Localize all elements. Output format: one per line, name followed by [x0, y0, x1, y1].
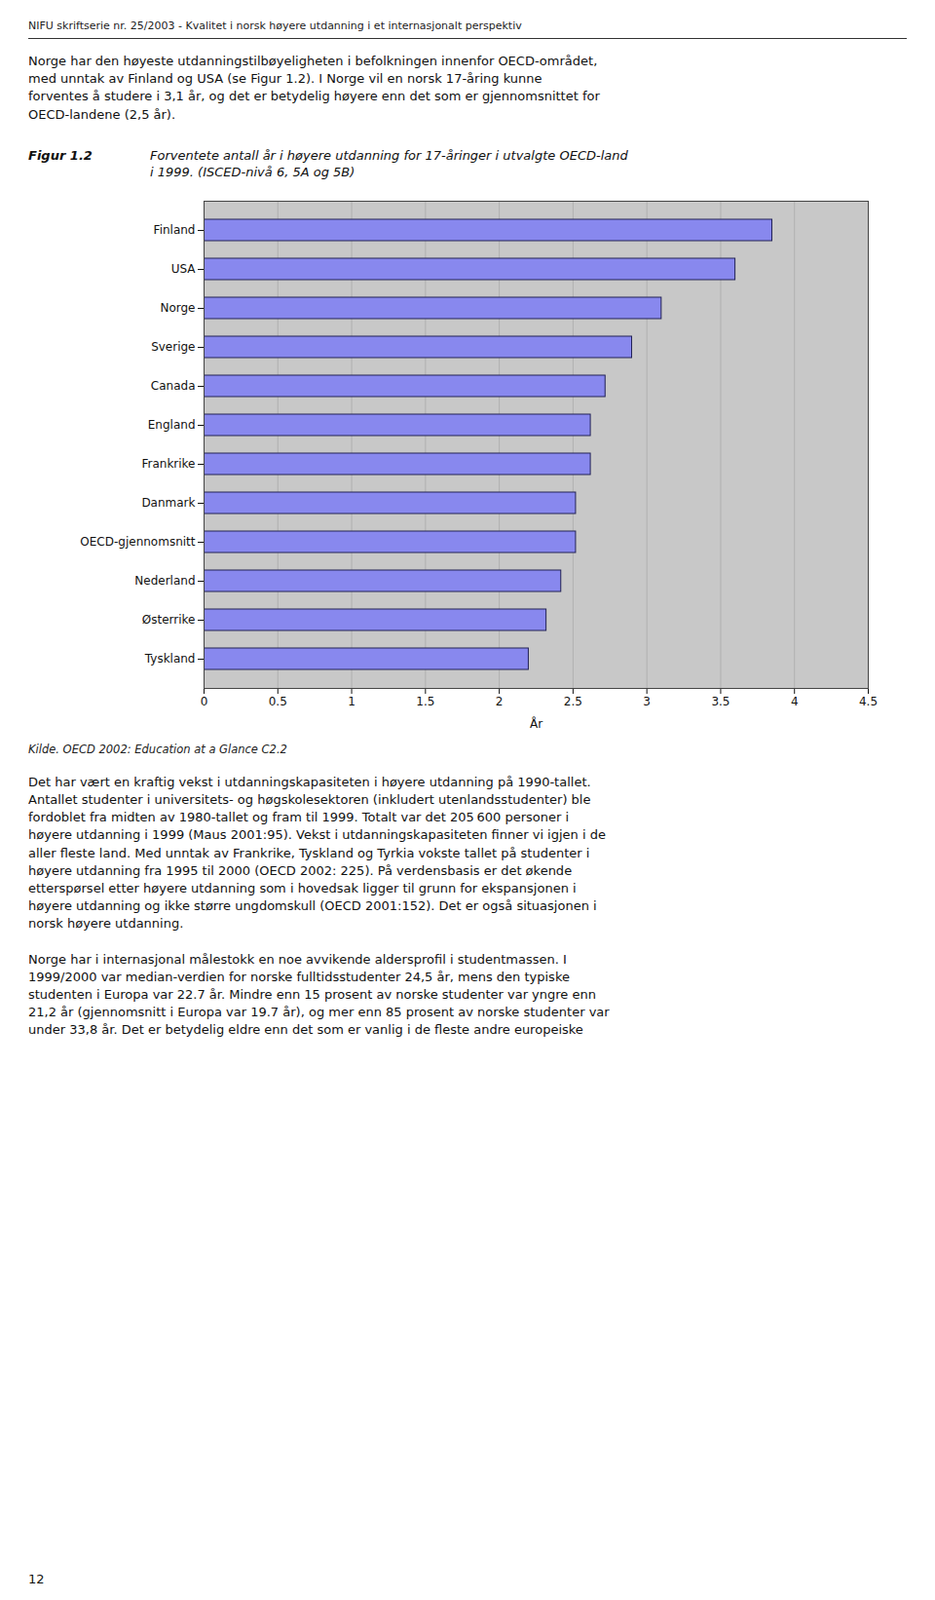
svg-text:Canada: Canada [150, 378, 196, 393]
svg-text:OECD-gjennomsnitt: OECD-gjennomsnitt [79, 534, 195, 549]
svg-text:0: 0 [200, 694, 209, 709]
html-text:Norge har den høyeste utdannin: Norge har den høyeste utdanningstilbøyel… [28, 53, 600, 122]
svg-text:År: År [529, 714, 543, 730]
svg-text:Nederland: Nederland [134, 573, 195, 588]
svg-text:USA: USA [171, 261, 197, 276]
svg-text:1: 1 [347, 694, 356, 709]
svg-text:Sverige: Sverige [150, 339, 195, 354]
svg-text:3.5: 3.5 [710, 694, 730, 709]
svg-text:1.5: 1.5 [415, 694, 435, 709]
html-text:Forventete antall år i høyere: Forventete antall år i høyere utdanning … [149, 147, 628, 180]
html-text:Figur 1.2: Figur 1.2 [28, 147, 93, 163]
html-text:Det har vært en kraftig vekst: Det har vært en kraftig vekst i utdannin… [28, 774, 606, 931]
svg-text:2: 2 [495, 694, 504, 709]
svg-text:Danmark: Danmark [141, 495, 195, 510]
svg-text:0.5: 0.5 [268, 694, 288, 709]
svg-text:Frankrike: Frankrike [141, 456, 195, 471]
html-text:NIFU skriftserie nr. 25/2003 -: NIFU skriftserie nr. 25/2003 - Kvalitet … [28, 19, 522, 33]
svg-text:Østerrike: Østerrike [142, 612, 196, 627]
svg-text:4: 4 [790, 694, 799, 709]
svg-text:4.5: 4.5 [859, 694, 878, 709]
html-text:Norge har i internasjonal måle: Norge har i internasjonal målestokk en n… [28, 951, 610, 1037]
svg-text:Norge: Norge [159, 300, 195, 315]
html-text:12: 12 [28, 1570, 45, 1586]
svg-text:England: England [148, 417, 196, 432]
svg-text:3: 3 [642, 694, 651, 709]
html-text:Kilde. OECD 2002: Education at: Kilde. OECD 2002: Education at a Glance … [28, 741, 288, 756]
svg-text:Tyskland: Tyskland [144, 651, 196, 666]
svg-text:Finland: Finland [153, 223, 196, 237]
svg-text:2.5: 2.5 [563, 694, 583, 709]
